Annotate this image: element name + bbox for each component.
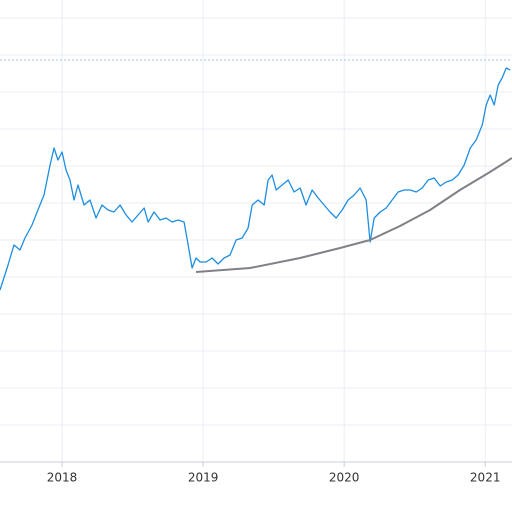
price-line (0, 67, 511, 291)
trend-line (195, 157, 512, 273)
x-tick-label: 2018 (47, 471, 78, 485)
x-tick-label: 2019 (188, 471, 219, 485)
x-tick-label: 2021 (470, 471, 501, 485)
x-tick-label: 2020 (329, 471, 360, 485)
